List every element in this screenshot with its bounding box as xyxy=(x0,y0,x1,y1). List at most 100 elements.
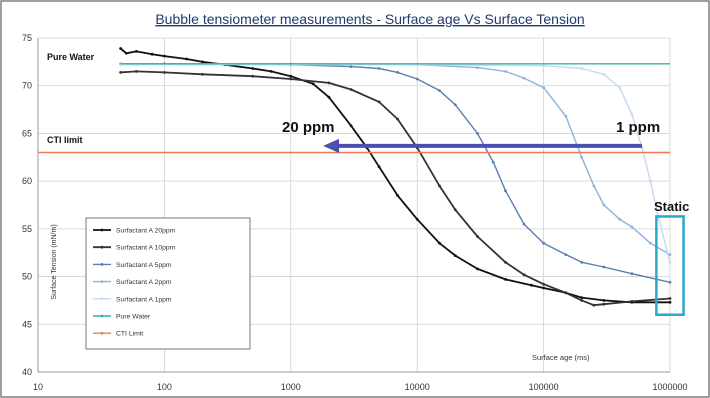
y-tick-label: 60 xyxy=(22,176,32,186)
data-point xyxy=(522,76,526,80)
data-point xyxy=(289,74,293,78)
static-box xyxy=(655,215,685,316)
data-point xyxy=(630,272,634,276)
data-point xyxy=(630,225,634,229)
data-point xyxy=(618,217,622,221)
data-point xyxy=(163,54,166,58)
data-point xyxy=(396,71,399,74)
y-tick-label: 55 xyxy=(22,224,32,234)
x-tick-label: 1000 xyxy=(281,382,301,392)
data-point xyxy=(580,299,584,302)
data-point xyxy=(476,132,479,135)
x-tick-label: 100000 xyxy=(529,382,559,392)
chart-title: Bubble tensiometer measurements - Surfac… xyxy=(155,11,584,27)
data-point xyxy=(504,260,507,264)
y-tick-label: 40 xyxy=(22,367,32,377)
data-point xyxy=(649,179,652,183)
data-point xyxy=(504,70,507,73)
data-point xyxy=(377,165,381,169)
legend-marker xyxy=(100,331,104,335)
data-point xyxy=(185,57,189,61)
legend-box xyxy=(85,217,251,350)
pure-water-label: Pure Water xyxy=(47,52,95,62)
data-point xyxy=(438,184,441,188)
data-point xyxy=(201,60,204,64)
data-point xyxy=(251,67,255,70)
arrow-label-1ppm: 1 ppm xyxy=(616,119,660,136)
data-point xyxy=(602,72,606,76)
data-point xyxy=(564,253,568,256)
legend-marker xyxy=(100,228,104,232)
series-layer xyxy=(38,47,672,307)
data-point xyxy=(580,296,584,299)
data-point xyxy=(438,89,441,92)
data-point xyxy=(327,81,331,85)
y-tick-label: 65 xyxy=(22,128,32,138)
data-point xyxy=(602,203,606,207)
series-2 xyxy=(119,70,672,307)
data-point xyxy=(163,71,166,74)
data-point xyxy=(453,103,457,107)
legend-marker xyxy=(100,280,104,283)
x-axis-ticks: 10 100 1000 10000 100000 1000000 xyxy=(33,382,688,392)
data-point xyxy=(602,265,606,269)
data-point xyxy=(668,280,672,284)
y-tick-label: 75 xyxy=(22,33,32,43)
data-point xyxy=(377,67,381,70)
legend: Surfactant A 20ppm Surfactant A 10ppm Surf… xyxy=(85,217,251,350)
data-point xyxy=(564,291,568,295)
arrow-head xyxy=(323,138,340,153)
data-point xyxy=(396,194,399,197)
data-point xyxy=(119,71,122,74)
data-point xyxy=(476,267,479,271)
x-tick-label: 10000 xyxy=(405,382,430,392)
data-point xyxy=(453,208,457,212)
data-point xyxy=(491,160,495,164)
legend-marker xyxy=(100,297,104,301)
legend-marker xyxy=(100,245,104,249)
y-tick-label: 50 xyxy=(22,272,32,282)
x-axis-label: Surface age (ms) xyxy=(532,353,590,362)
data-point xyxy=(119,47,122,50)
data-point xyxy=(522,273,526,277)
data-point xyxy=(311,82,315,86)
data-point xyxy=(580,155,584,159)
data-point xyxy=(327,95,331,99)
data-point xyxy=(522,222,526,226)
data-point xyxy=(135,50,138,53)
data-point xyxy=(602,302,606,306)
data-point xyxy=(476,66,479,69)
legend-entry: Surfactant A 20ppm xyxy=(116,228,176,235)
data-point xyxy=(415,217,419,221)
data-point xyxy=(135,70,138,73)
legend-entry: Surfactant A 5ppm xyxy=(116,262,172,269)
data-point xyxy=(201,72,204,76)
y-tick-label: 45 xyxy=(22,319,32,329)
data-point xyxy=(630,300,634,303)
data-point xyxy=(649,241,652,245)
data-point xyxy=(564,114,568,118)
y-axis-label: Surface Tension (mN/m) xyxy=(51,224,58,299)
y-axis-ticks: 40 45 50 55 60 65 70 75 xyxy=(22,33,32,377)
data-point xyxy=(504,278,507,281)
data-point xyxy=(349,124,353,128)
x-tick-label: 100 xyxy=(157,382,172,392)
data-point xyxy=(668,300,672,304)
data-point xyxy=(668,260,672,264)
data-point xyxy=(602,299,606,302)
data-point xyxy=(542,64,545,68)
legend-entry: CTI Limit xyxy=(116,331,143,338)
legend-entry: Surfactant A 10ppm xyxy=(116,245,176,252)
data-point xyxy=(396,117,399,121)
data-point xyxy=(124,51,128,55)
data-point xyxy=(251,74,255,78)
data-point xyxy=(150,52,154,56)
data-point xyxy=(476,235,479,238)
data-point xyxy=(349,88,353,91)
legend-marker xyxy=(100,314,104,318)
x-tick-label: 10 xyxy=(33,382,43,392)
data-point xyxy=(504,189,507,193)
data-point xyxy=(542,241,545,245)
data-point xyxy=(377,100,381,104)
